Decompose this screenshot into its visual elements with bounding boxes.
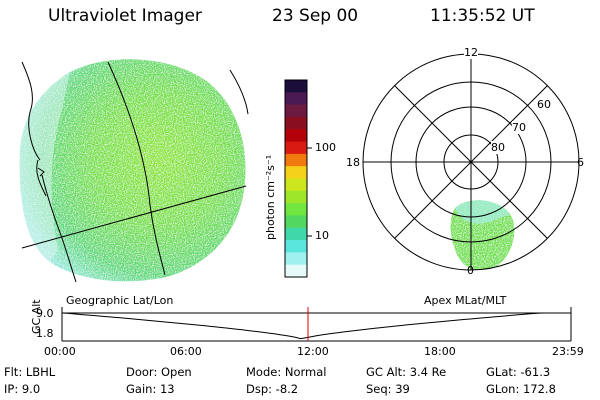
info-glat: GLat: -61.3 [486,365,551,379]
timeline-xtick-0600: 06:00 [170,345,202,358]
polar-label-0: 0 [467,264,474,277]
info-gain: Gain: 13 [126,382,175,396]
colorbar-unit-label: photon cm⁻²s⁻¹ [264,154,277,240]
colorbar-stripe [285,215,307,229]
colorbar-stripe [285,104,307,118]
timeline-xtick-2359: 23:59 [552,345,584,358]
colorbar-stripe [285,227,307,241]
timeline-plot [61,307,572,342]
polar-lat-60: 60 [537,98,551,111]
info-ip: IP: 9.0 [4,382,41,396]
instrument-title: Ultraviolet Imager [48,6,202,26]
timeline-ytick-max: 9.0 [36,307,54,320]
polar-label-12: 12 [464,46,478,59]
colorbar-tick-10: 10 [315,229,329,242]
timeline-left-label: Geographic Lat/Lon [66,294,174,307]
polar-lat-80: 80 [491,141,505,154]
colorbar-stripe [285,92,307,106]
info-mode: Mode: Normal [246,365,327,379]
timeline-xtick-1800: 18:00 [424,345,456,358]
polar-plot [362,53,580,271]
timeline-xtick-0000: 00:00 [44,345,76,358]
colorbar-stripe [285,178,307,192]
geographic-grid [21,61,249,283]
timeline-ytick-min: 1.8 [36,327,54,340]
colorbar-stripe [285,203,307,217]
timeline-right-label: Apex MLat/MLT [424,294,507,307]
colorbar-stripe [285,264,307,278]
polar-label-6: 6 [577,156,584,169]
polar-lat-70: 70 [512,121,526,134]
colorbar-stripe [285,166,307,180]
info-gcalt: GC Alt: 3.4 Re [366,365,447,379]
polar-label-18: 18 [346,156,360,169]
colorbar-stripe [285,190,307,204]
info-seq: Seq: 39 [366,382,410,396]
info-flt: Flt: LBHL [4,365,56,379]
info-dsp: Dsp: -8.2 [246,382,299,396]
timeline-xtick-1200: 12:00 [297,345,329,358]
info-door: Door: Open [126,365,192,379]
colorbar-stripe [285,240,307,253]
colorbar-stripe [285,153,307,167]
earth-image [19,59,246,282]
colorbar [284,79,312,278]
colorbar-stripe [285,141,307,155]
colorbar-tick-100: 100 [315,141,336,154]
observation-date: 23 Sep 00 [272,6,359,26]
colorbar-stripe [285,129,307,143]
colorbar-stripe [285,80,307,93]
colorbar-stripe [285,252,307,266]
observation-time: 11:35:52 UT [430,6,535,26]
colorbar-stripe [285,116,307,130]
info-glon: GLon: 172.8 [486,382,556,396]
